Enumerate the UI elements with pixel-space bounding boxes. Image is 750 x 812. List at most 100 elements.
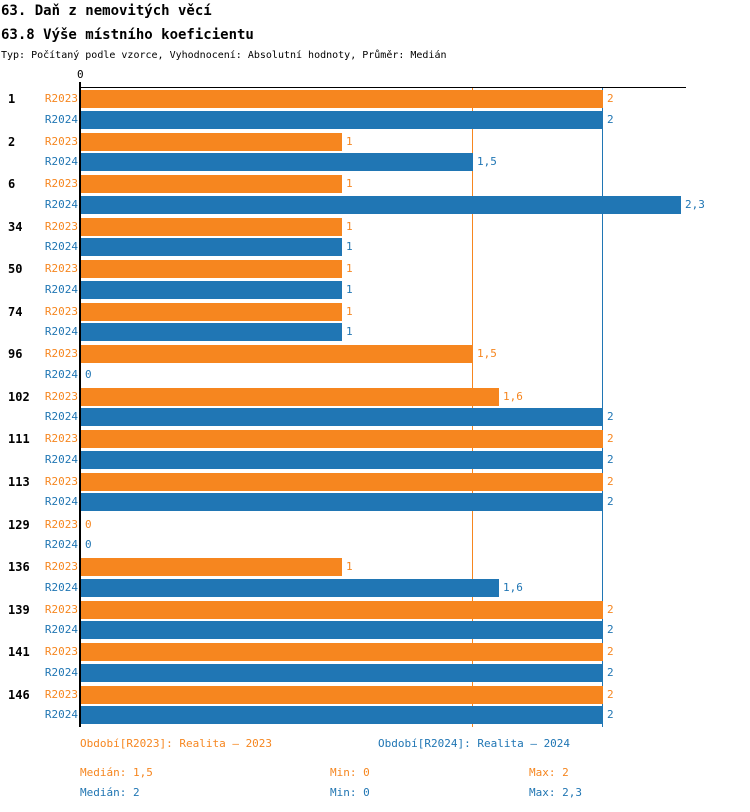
chart-subtitle: 63.8 Výše místního koeficientu (1, 27, 254, 43)
bar-r2024 (81, 280, 342, 299)
bar-r2024 (81, 153, 473, 172)
bar-value-label-r2023: 1 (346, 134, 353, 148)
series-label-r2023: R2023 (44, 602, 78, 616)
stat-min-r2024: Min: 0 (330, 786, 370, 799)
series-label-r2024: R2024 (44, 665, 78, 679)
stat-max-r2024: Max: 2,3 (529, 786, 582, 799)
series-label-r2023: R2023 (44, 687, 78, 701)
stat-min-r2023: Min: 0 (330, 766, 370, 779)
series-label-r2024: R2024 (44, 538, 78, 551)
bar-value-label-r2023: 2 (607, 92, 614, 105)
bar-r2024 (81, 578, 499, 597)
series-label-r2024: R2024 (44, 282, 78, 296)
bar-value-label-r2024: 1 (346, 282, 353, 296)
category-label: 136 (8, 560, 30, 575)
bar-value-label-r2023: 1 (346, 262, 353, 276)
series-label-r2023: R2023 (44, 517, 78, 531)
chart-meta-info: Typ: Počítaný podle vzorce, Vyhodnocení:… (1, 50, 447, 61)
stat-median-r2023: Medián: 1,5 (80, 766, 153, 779)
bar-r2023 (81, 558, 342, 577)
x-axis-line (80, 87, 686, 88)
category-label: 113 (8, 474, 30, 489)
category-label: 111 (8, 432, 30, 447)
bar-r2023 (81, 260, 342, 279)
bar-value-label-r2024: 1,5 (477, 155, 497, 169)
series-label-r2024: R2024 (44, 240, 78, 254)
category-label: 141 (8, 645, 30, 660)
series-label-r2024: R2024 (44, 580, 78, 594)
bar-r2023 (81, 217, 342, 236)
category-label: 129 (8, 517, 30, 532)
series-label-r2023: R2023 (44, 134, 78, 148)
bar-value-label-r2024: 2 (607, 495, 614, 509)
bar-r2023 (81, 600, 603, 619)
category-label: 96 (8, 347, 23, 362)
bar-value-label-r2023: 2 (607, 687, 614, 701)
bar-r2023 (81, 387, 499, 406)
bar-value-label-r2023: 2 (607, 645, 614, 659)
series-label-r2024: R2024 (44, 410, 78, 424)
bar-value-label-r2023: 1 (346, 560, 353, 574)
series-label-r2023: R2023 (44, 347, 78, 361)
series-label-r2024: R2024 (44, 325, 78, 339)
x-axis-zero-tick-label: 0 (77, 68, 84, 81)
bar-r2024 (81, 110, 603, 129)
series-label-r2023: R2023 (44, 560, 78, 574)
bar-r2024 (81, 238, 342, 257)
category-label: 50 (8, 262, 23, 277)
series-label-r2023: R2023 (44, 177, 78, 191)
bar-value-label-r2024: 2 (607, 708, 614, 722)
category-label: 102 (8, 389, 30, 404)
series-label-r2024: R2024 (44, 452, 78, 466)
bar-r2024 (81, 323, 342, 342)
series-label-r2023: R2023 (44, 262, 78, 276)
median-gridline-r2024 (602, 88, 603, 727)
bar-value-label-r2024: 1 (346, 325, 353, 339)
bar-r2023 (81, 685, 603, 704)
bar-r2023 (81, 302, 342, 321)
bar-value-label-r2024: 2 (607, 665, 614, 679)
bar-value-label-r2023: 1 (346, 177, 353, 191)
series-label-r2023: R2023 (44, 474, 78, 488)
bar-r2023 (81, 175, 342, 194)
category-label: 74 (8, 304, 23, 319)
bar-value-label-r2024: 2 (607, 410, 614, 424)
bar-value-label-r2024: 2 (607, 623, 614, 637)
bar-value-label-r2023: 2 (607, 602, 614, 616)
category-label: 139 (8, 602, 30, 617)
series-label-r2023: R2023 (44, 92, 78, 105)
series-label-r2023: R2023 (44, 645, 78, 659)
bar-value-label-r2023: 0 (85, 517, 92, 531)
series-label-r2023: R2023 (44, 304, 78, 318)
category-label: 1 (8, 92, 16, 106)
bar-r2024 (81, 450, 603, 469)
bar-r2023 (81, 90, 603, 108)
series-label-r2024: R2024 (44, 495, 78, 509)
bar-value-label-r2023: 2 (607, 432, 614, 446)
legend-item-r2024: Období[R2024]: Realita – 2024 (378, 737, 571, 750)
bar-value-label-r2024: 2,3 (685, 197, 705, 211)
bar-value-label-r2023: 1 (346, 304, 353, 318)
series-label-r2024: R2024 (44, 623, 78, 637)
bar-r2023 (81, 430, 603, 449)
bar-r2023 (81, 345, 473, 364)
bar-value-label-r2024: 0 (85, 367, 92, 381)
bar-value-label-r2023: 2 (607, 474, 614, 488)
bar-r2024 (81, 621, 603, 640)
bar-r2023 (81, 132, 342, 151)
bar-r2024 (81, 663, 603, 682)
bar-value-label-r2023: 1,5 (477, 347, 497, 361)
series-label-r2023: R2023 (44, 219, 78, 233)
series-label-r2024: R2024 (44, 197, 78, 211)
bar-r2024 (81, 493, 603, 512)
series-label-r2024: R2024 (44, 155, 78, 169)
stat-median-r2024: Medián: 2 (80, 786, 140, 799)
series-label-r2023: R2023 (44, 432, 78, 446)
bar-r2024 (81, 195, 681, 214)
series-label-r2024: R2024 (44, 112, 78, 126)
legend-item-r2023: Období[R2023]: Realita – 2023 (80, 737, 273, 750)
bar-value-label-r2023: 1 (346, 219, 353, 233)
bar-value-label-r2024: 0 (85, 538, 92, 551)
bar-r2024 (81, 408, 603, 427)
